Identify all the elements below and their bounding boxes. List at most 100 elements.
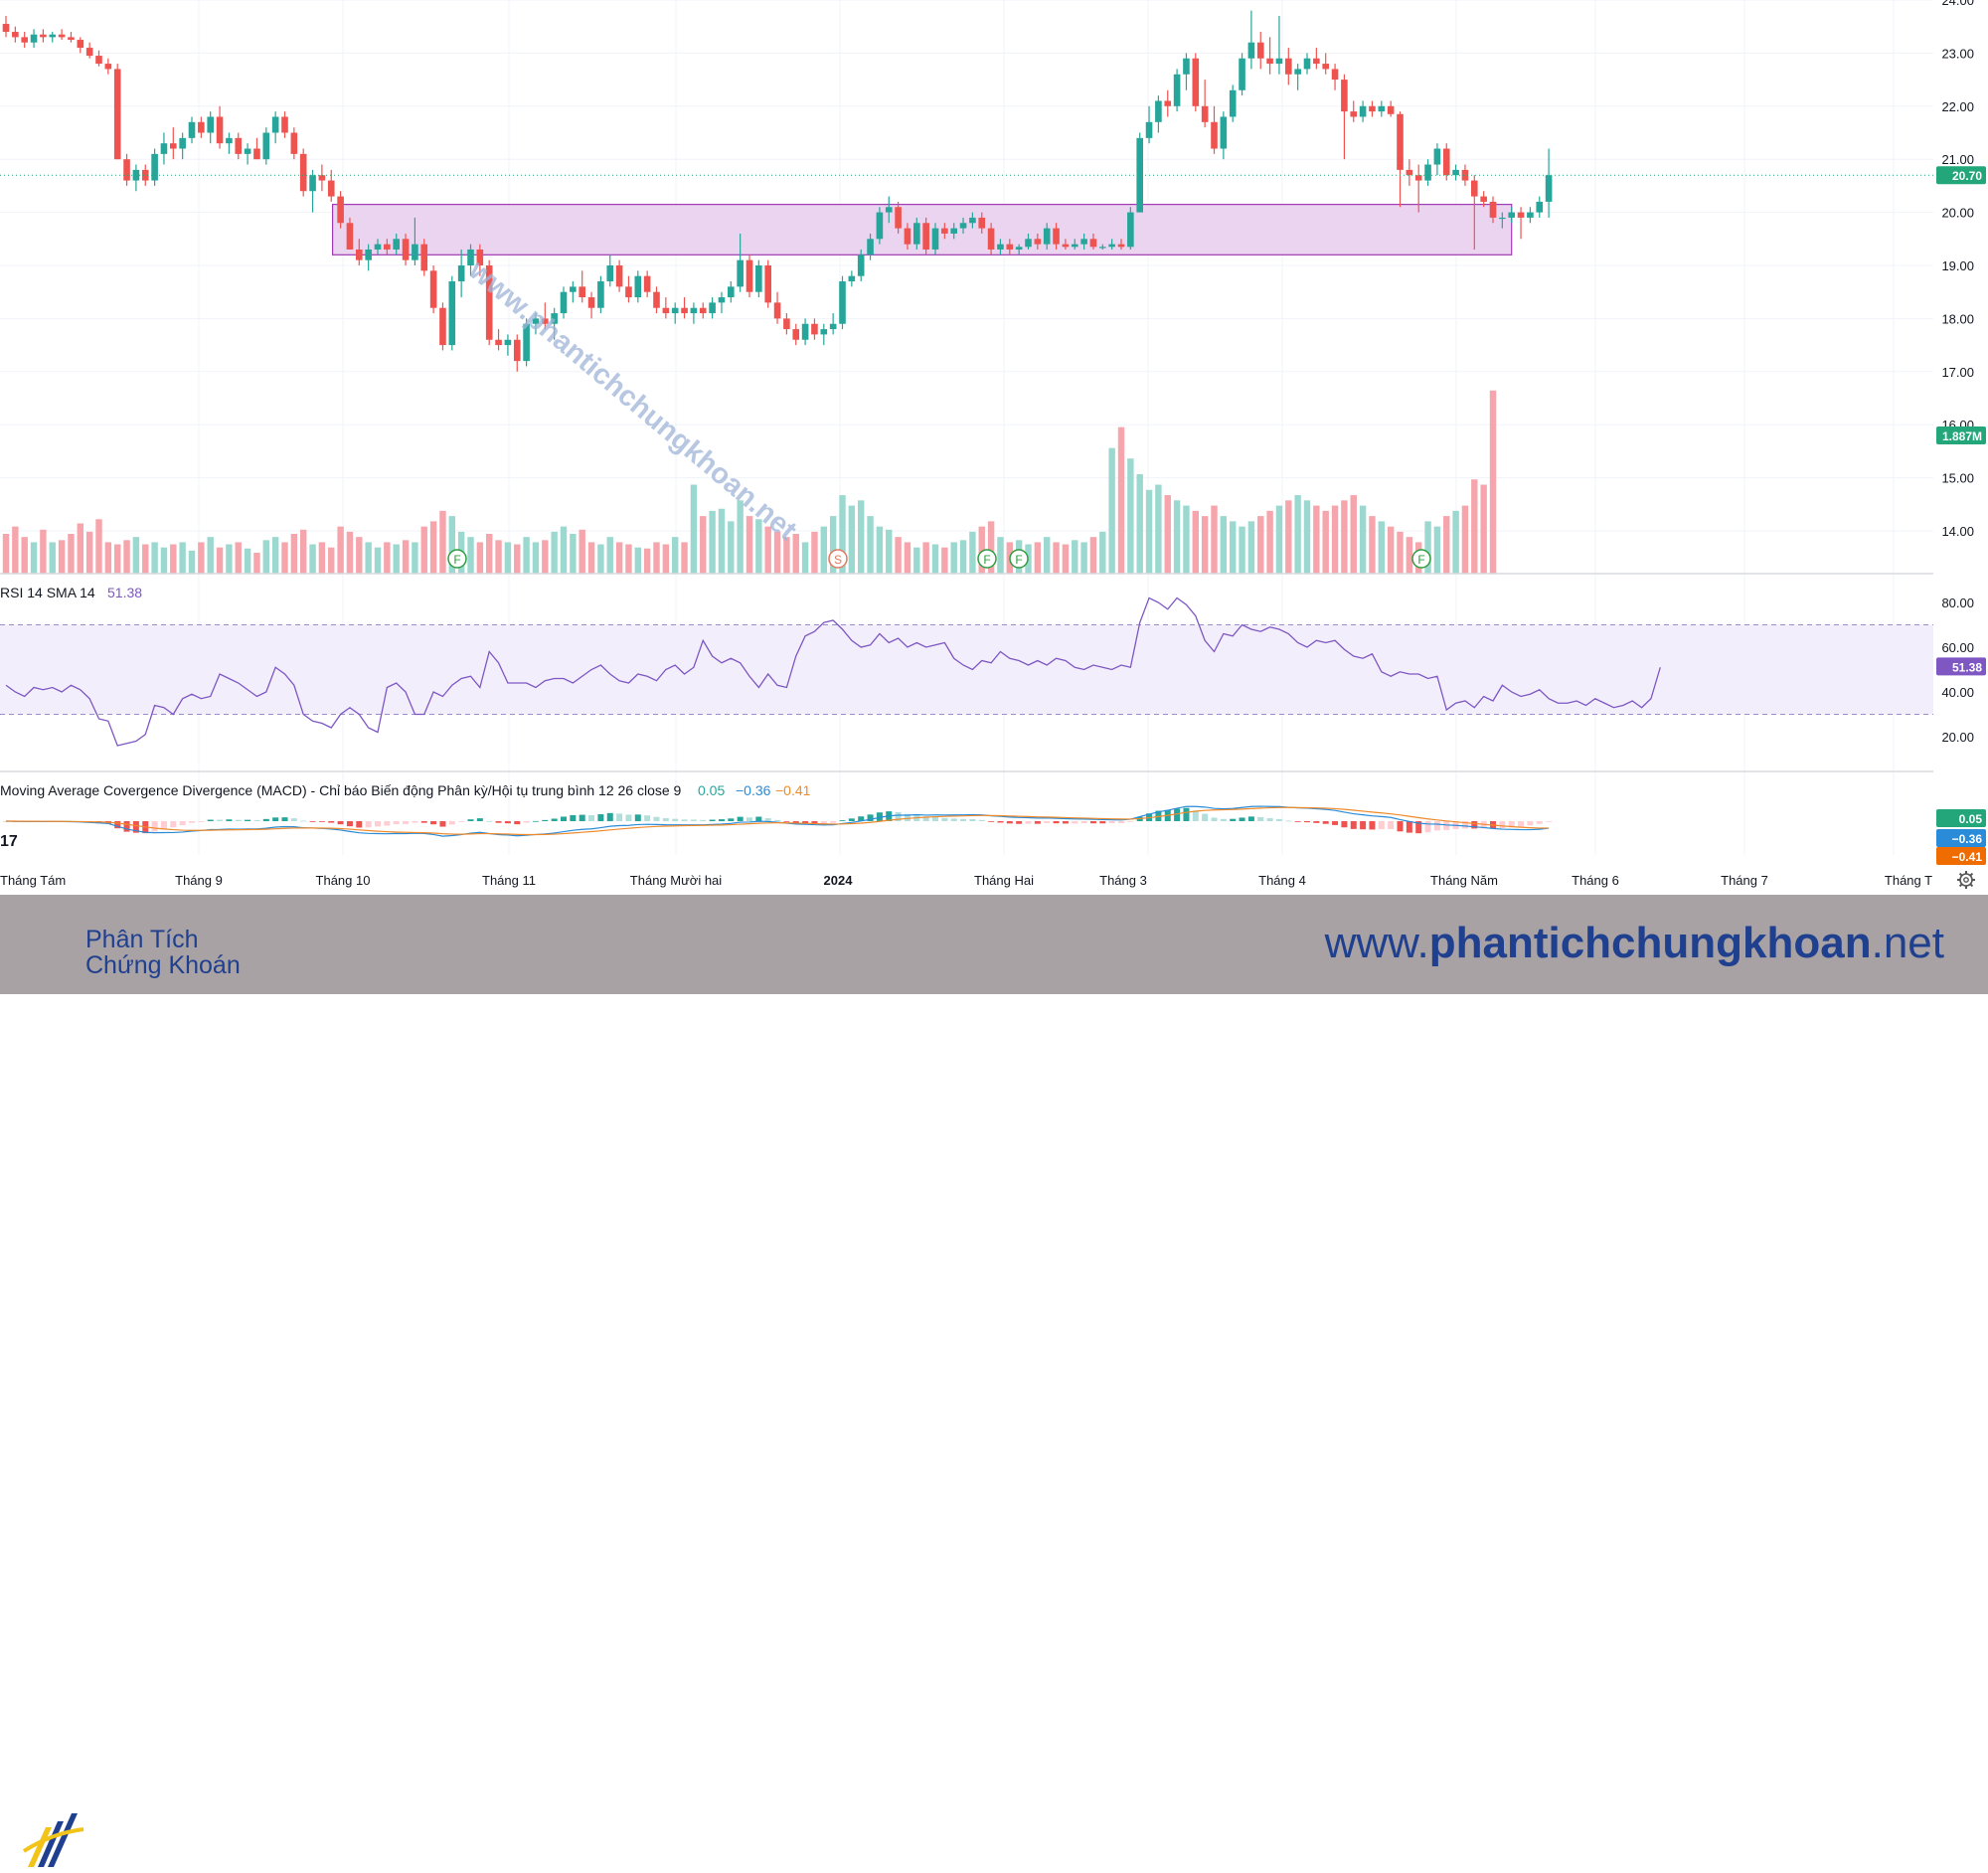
candle-body xyxy=(1211,121,1218,149)
macd-histogram-bar xyxy=(1044,821,1051,823)
candle-body xyxy=(1471,180,1478,197)
macd-histogram-bar xyxy=(467,819,474,821)
volume-bar xyxy=(1080,542,1087,574)
event-marker-f xyxy=(447,549,467,569)
candle-body xyxy=(551,313,558,324)
macd-histogram-bar xyxy=(458,821,465,822)
rsi-tick-label: 80.00 xyxy=(1941,596,1974,610)
candle-body xyxy=(104,64,112,70)
candle-body xyxy=(579,286,585,298)
macd-histogram-bar xyxy=(876,812,883,821)
volume-bar xyxy=(1275,505,1283,574)
volume-bar xyxy=(560,526,568,574)
time-label: Tháng 11 xyxy=(482,873,536,888)
candle-body xyxy=(728,286,735,298)
candle-body xyxy=(1536,201,1544,213)
candle-body xyxy=(151,153,158,181)
volume-bar xyxy=(1099,531,1106,574)
logo-line-2: Chứng Khoán xyxy=(85,951,241,979)
candle-body xyxy=(1322,64,1329,70)
settings-icon[interactable] xyxy=(1957,871,1975,889)
volume-bar xyxy=(151,542,158,574)
macd-histogram-bar xyxy=(792,821,799,824)
macd-histogram-bar xyxy=(1230,818,1237,821)
candle-body xyxy=(1350,111,1358,117)
price-tick-label: 22.00 xyxy=(1941,99,1974,114)
volume-bar xyxy=(579,529,585,574)
last-price-badge-bg xyxy=(1936,166,1986,185)
volume-bar xyxy=(672,537,679,574)
macd-histogram-bar xyxy=(551,818,558,821)
footer-website[interactable]: www.phantichchungkhoan.net xyxy=(1325,919,1944,968)
macd-histogram-bar xyxy=(132,821,139,833)
candle-body xyxy=(299,153,307,192)
macd-histogram-bar xyxy=(1220,818,1227,821)
candle-body xyxy=(12,32,19,38)
tradingview-logo[interactable]: 17 xyxy=(0,831,26,851)
macd-histogram-bar xyxy=(318,821,325,822)
candle-body xyxy=(1433,148,1441,165)
macd-histogram-bar xyxy=(922,816,929,821)
macd-histogram-bar xyxy=(189,821,195,823)
macd-histogram-bar xyxy=(1080,821,1087,824)
macd-histogram-bar xyxy=(245,819,251,821)
volume-bar xyxy=(40,529,47,574)
event-marker-label: F xyxy=(1417,553,1424,567)
macd-histogram-bar xyxy=(746,817,752,821)
site-prefix: www. xyxy=(1324,919,1429,967)
macd-hist-badge: −0.41 xyxy=(1952,850,1983,864)
volume-bar xyxy=(895,537,902,574)
rsi-value-label: 51.38 xyxy=(107,585,142,600)
macd-histogram-bar xyxy=(700,819,707,821)
volume-bar xyxy=(829,516,837,574)
candle-body xyxy=(1331,69,1339,81)
macd-histogram-bar xyxy=(226,819,233,821)
macd-histogram-bar xyxy=(1127,821,1134,822)
candle-body xyxy=(318,175,326,181)
volume-bar xyxy=(486,534,493,574)
volume-bar xyxy=(207,537,214,574)
candle-body xyxy=(643,275,651,292)
candle-body xyxy=(570,286,577,292)
volume-bar xyxy=(49,542,56,574)
footer-logo-text: Phân Tích Chứng Khoán xyxy=(85,927,241,978)
volume-bar xyxy=(1034,542,1042,574)
volume-bar xyxy=(95,519,102,574)
macd-histogram-bar xyxy=(207,819,214,821)
candle-body xyxy=(123,159,130,181)
macd-histogram-bar xyxy=(1443,821,1450,830)
macd-histogram-bar xyxy=(997,821,1004,823)
rsi-tick-label: 40.00 xyxy=(1941,685,1974,700)
time-label: Tháng 3 xyxy=(1099,873,1147,888)
candle-body xyxy=(1080,239,1087,245)
volume-bar xyxy=(1044,537,1051,574)
volume-bar xyxy=(1489,390,1497,574)
macd-histogram-bar xyxy=(1239,817,1245,821)
time-axis[interactable]: Tháng Tám Tháng 9 Tháng 10 Tháng 11 Tháng Mư… xyxy=(0,867,1988,895)
volume-bar xyxy=(1230,521,1237,574)
macd-histogram-bar xyxy=(1508,821,1515,828)
volume-bar xyxy=(570,534,577,574)
macd-histogram-bar xyxy=(365,821,372,828)
volume-bar xyxy=(709,510,716,574)
macd-histogram-bar xyxy=(1360,821,1367,830)
site-bold: phantichchungkhoan xyxy=(1428,919,1872,967)
volume-bar xyxy=(606,537,613,574)
macd-histogram-bar xyxy=(523,821,530,823)
macd-histogram-bar xyxy=(262,818,269,821)
candle-body xyxy=(1442,148,1450,176)
volume-bar xyxy=(801,542,809,574)
candle-body xyxy=(1229,89,1237,117)
candle-body xyxy=(820,329,828,335)
macd-histogram-bar xyxy=(1285,820,1292,822)
volume-bar xyxy=(792,534,799,574)
macd-histogram-bar xyxy=(1192,810,1199,821)
volume-bar xyxy=(1350,495,1357,574)
candle-body xyxy=(532,318,540,324)
time-label: Tháng 10 xyxy=(316,873,371,888)
svg-text:17: 17 xyxy=(0,833,18,850)
stock-chart[interactable]: F S F F F www.phantichchungkhoan.net RSI 14 … xyxy=(0,0,1988,895)
macd-histogram-bar xyxy=(495,821,502,823)
macd-histogram-bar xyxy=(690,819,697,821)
volume-bar xyxy=(1117,426,1125,574)
